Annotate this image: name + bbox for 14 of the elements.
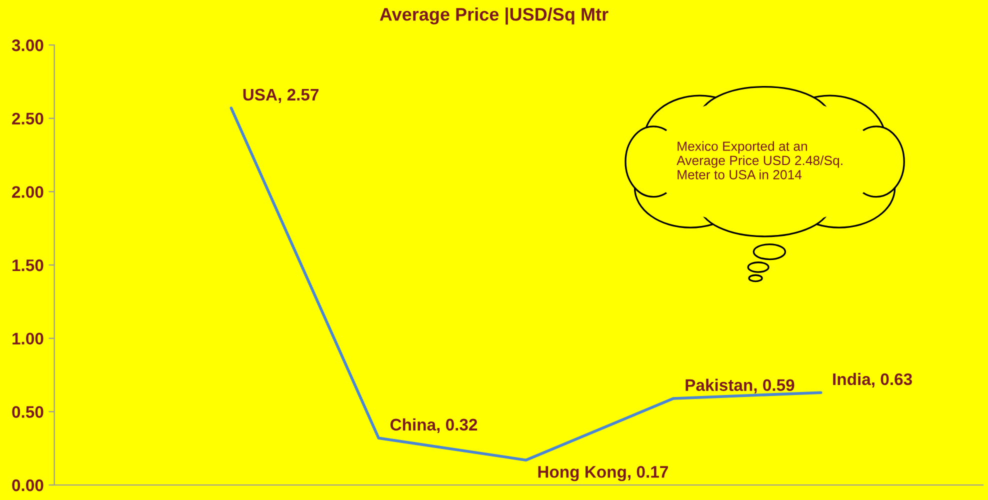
y-tick-label: 1.00 (12, 332, 44, 345)
text: India, 0.63 (833, 372, 912, 388)
y-tick-label: 1.50 (12, 259, 44, 272)
text: Hong Kong, 0.17 (538, 466, 668, 482)
y-tick-label: 0.00 (12, 479, 44, 492)
y-tick-label: 0.50 (12, 406, 44, 418)
chart-title: Average Price |USD/Sq Mtr (380, 8, 608, 25)
text: China, 0.32 (390, 418, 478, 434)
y-tick-label: 3.00 (12, 39, 44, 52)
text: Pakistan, 0.59 (686, 378, 794, 394)
annotation: Mexico Exported at an Average Price USD 2.48/Sq. Meter to USA in 2014 (676, 141, 842, 180)
y-tick-label: 2.00 (12, 186, 44, 198)
y-tick-label: 2.50 (12, 112, 44, 125)
text: USA, 2.57 (243, 88, 319, 104)
